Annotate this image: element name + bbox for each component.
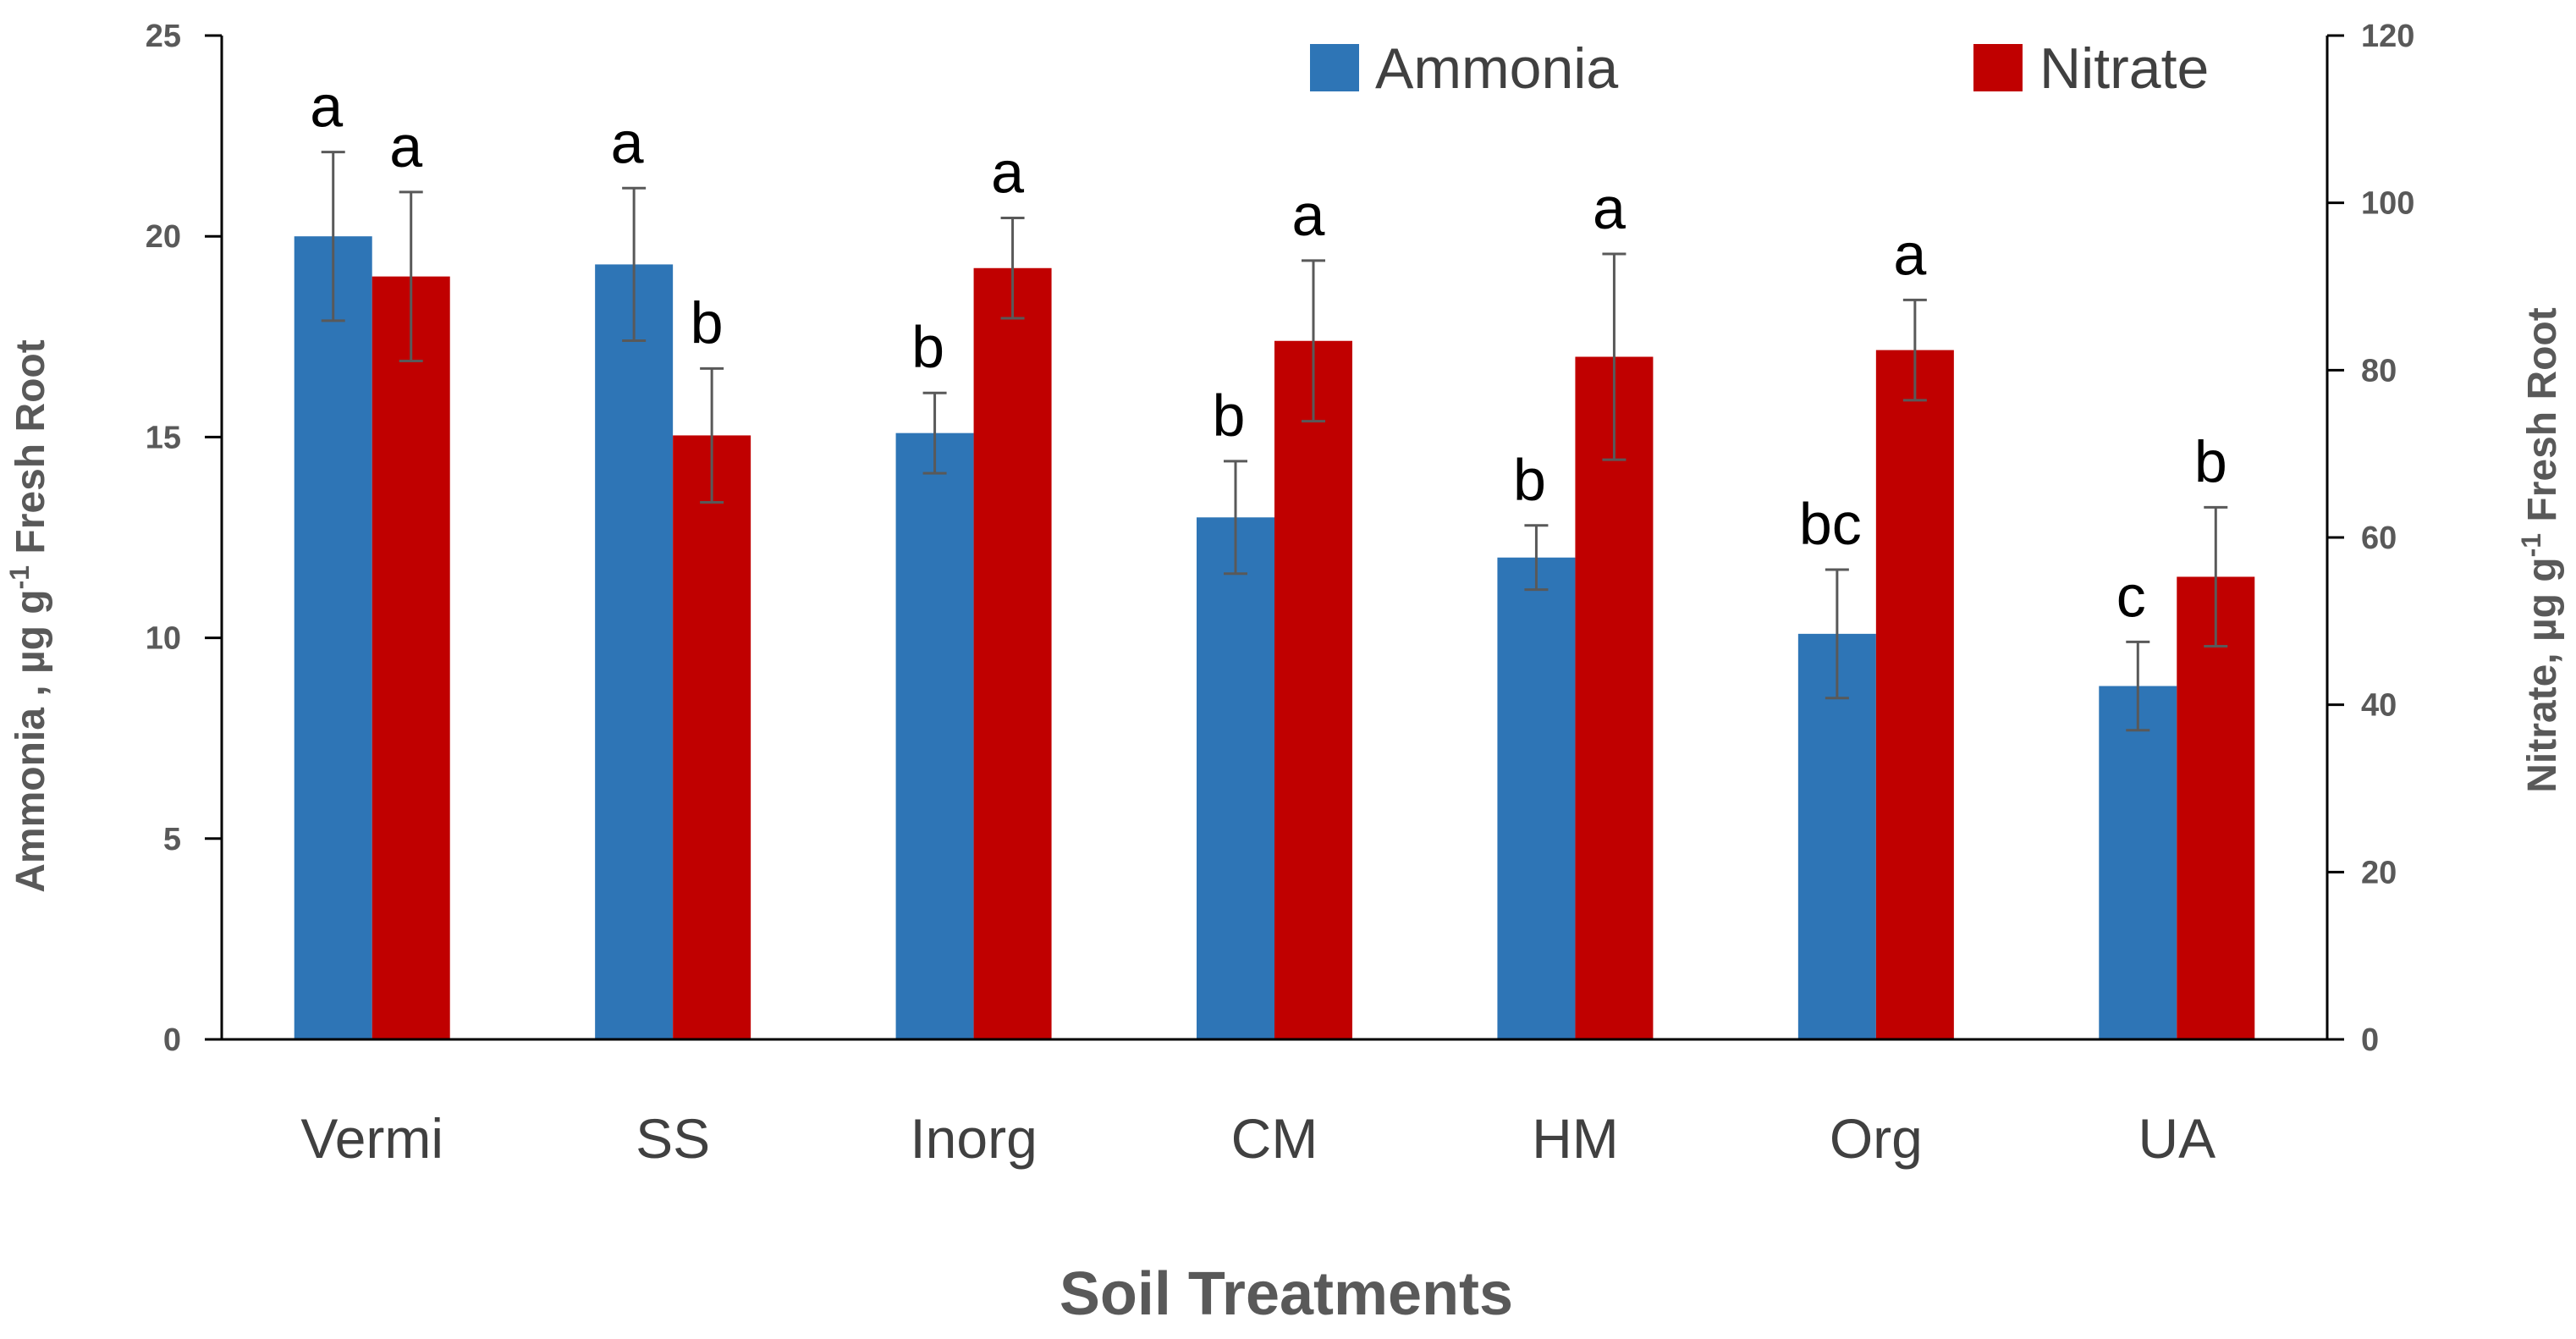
right-tick-label: 100 [2361,186,2414,222]
right-tick-label: 0 [2361,1022,2379,1058]
category-label-ua: UA [2138,1107,2215,1170]
error-bars-layer [321,151,2228,732]
significance-letter: a [991,139,1024,205]
significance-letter: a [1893,221,1926,287]
ticks-layer: 0 5 10 15 20 25 0 20 40 60 80 100 120 [146,19,2415,1058]
left-tick-label: 25 [146,19,181,54]
bar-ammonia-inorg [895,433,974,1039]
bar-ammonia-cm [1197,517,1274,1039]
bar-nitrate-ss [673,435,751,1039]
category-label-inorg: Inorg [910,1107,1037,1170]
category-label-org: Org [1830,1107,1923,1170]
left-tick-label: 15 [146,420,181,455]
bar-ammonia-ss [595,264,674,1040]
left-tick-label: 5 [163,822,181,857]
right-tick-label: 40 [2361,688,2397,724]
legend: Ammonia Nitrate [1310,36,2209,101]
right-tick-label: 80 [2361,353,2397,388]
significance-letter: bc [1799,491,1862,557]
significance-letter: b [911,314,944,380]
bar-ammonia-ua [2099,686,2177,1039]
legend-label-nitrate: Nitrate [2039,36,2209,101]
significance-letter: b [1213,383,1246,449]
bar-nitrate-org [1875,350,1954,1039]
significance-letter: b [691,289,724,355]
category-labels-layer: Vermi SS Inorg CM HM Org UA [300,1107,2215,1170]
category-label-hm: HM [1532,1107,1619,1170]
category-label-cm: CM [1231,1107,1318,1170]
legend-swatch-nitrate [1973,44,2023,91]
right-tick-label: 60 [2361,521,2397,556]
significance-letter: a [1593,175,1626,241]
bar-ammonia-org [1797,633,1876,1039]
bar-ammonia-vermi [294,236,372,1039]
left-tick-label: 0 [163,1022,181,1058]
significance-letter: b [1513,447,1546,513]
significance-letter: a [1292,182,1325,248]
y-axis-right-title: Nitrate, µg g-1 Fresh Root [2516,307,2565,792]
bar-nitrate-vermi [372,276,450,1039]
category-label-ss: SS [636,1107,710,1170]
x-axis-title: Soil Treatments [1060,1260,1513,1328]
significance-letter: b [2194,428,2227,494]
significance-letter: a [611,109,644,175]
left-tick-label: 10 [146,621,181,657]
legend-swatch-ammonia [1310,44,1359,91]
category-label-vermi: Vermi [300,1107,443,1170]
bar-nitrate-cm [1274,340,1352,1039]
y-axis-left-title: Ammonia , µg g-1 Fresh Root [4,339,53,892]
right-tick-label: 20 [2361,855,2397,890]
bar-ammonia-hm [1497,557,1576,1039]
bar-nitrate-hm [1575,356,1654,1039]
significance-letter: a [310,74,343,140]
bars-layer [294,236,2255,1040]
legend-label-ammonia: Ammonia [1375,36,1618,101]
bar-nitrate-inorg [973,267,1052,1039]
significance-letter: c [2116,563,2146,629]
left-tick-label: 20 [146,219,181,255]
significance-letter: a [389,113,422,179]
right-tick-label: 120 [2361,19,2414,54]
bar-nitrate-ua [2177,576,2255,1039]
